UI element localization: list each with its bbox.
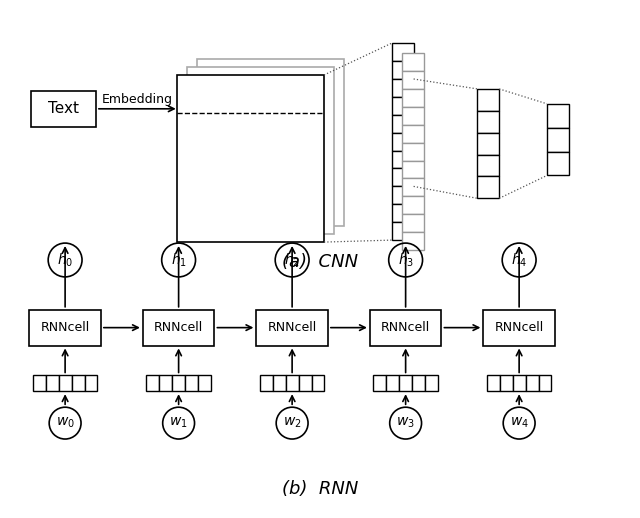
Bar [159, 376, 172, 391]
Bar [547, 152, 569, 176]
Bar [399, 376, 412, 391]
Bar [256, 310, 328, 346]
Bar [260, 376, 273, 391]
Text: RNNcell: RNNcell [268, 321, 317, 334]
Bar [477, 154, 499, 177]
Bar [402, 53, 424, 71]
Text: $w_3$: $w_3$ [396, 416, 415, 430]
Bar [487, 376, 500, 391]
Bar [392, 115, 413, 133]
Text: Embedding: Embedding [102, 93, 173, 106]
Bar [392, 97, 413, 115]
Bar [538, 376, 552, 391]
Bar [187, 67, 334, 234]
Text: $w_4$: $w_4$ [509, 416, 529, 430]
Bar [299, 376, 312, 391]
Bar [392, 222, 413, 240]
Bar [402, 161, 424, 178]
Bar [402, 107, 424, 125]
Bar [402, 196, 424, 214]
Bar [477, 133, 499, 154]
Bar [392, 168, 413, 186]
Text: Text: Text [48, 102, 79, 117]
Bar [72, 376, 84, 391]
Bar [425, 376, 438, 391]
Bar [402, 232, 424, 250]
Text: $w_2$: $w_2$ [283, 416, 301, 430]
Bar [31, 91, 96, 127]
Bar [143, 310, 214, 346]
Text: $w_0$: $w_0$ [56, 416, 74, 430]
Bar [402, 214, 424, 232]
Bar [392, 43, 413, 61]
Bar [392, 186, 413, 204]
Bar [185, 376, 198, 391]
Text: $h_0$: $h_0$ [57, 251, 73, 269]
Bar [285, 376, 299, 391]
Bar [402, 178, 424, 196]
Bar [370, 310, 442, 346]
Bar [477, 89, 499, 111]
Text: $h_2$: $h_2$ [284, 251, 300, 269]
Bar [386, 376, 399, 391]
Bar [59, 376, 72, 391]
Bar [198, 376, 211, 391]
Bar [147, 376, 159, 391]
Bar [402, 142, 424, 161]
Bar [196, 59, 344, 226]
Bar [402, 125, 424, 142]
Bar [525, 376, 538, 391]
Text: RNNcell: RNNcell [381, 321, 430, 334]
Bar [172, 376, 185, 391]
Bar [513, 376, 525, 391]
Text: $h_3$: $h_3$ [397, 251, 413, 269]
Bar [477, 111, 499, 133]
Bar [177, 75, 324, 242]
Bar [33, 376, 45, 391]
Bar [392, 133, 413, 151]
Bar [29, 310, 101, 346]
Bar [392, 79, 413, 97]
Bar [402, 89, 424, 107]
Text: $h_4$: $h_4$ [511, 251, 527, 269]
Text: RNNcell: RNNcell [154, 321, 204, 334]
Bar [312, 376, 324, 391]
Bar [392, 204, 413, 222]
Text: RNNcell: RNNcell [40, 321, 90, 334]
Text: (a)  CNN: (a) CNN [282, 253, 358, 271]
Bar [392, 151, 413, 168]
Bar [500, 376, 513, 391]
Text: $h_1$: $h_1$ [171, 251, 187, 269]
Bar [547, 104, 569, 128]
Bar [547, 128, 569, 152]
Bar [84, 376, 97, 391]
Text: (b)  RNN: (b) RNN [282, 480, 358, 498]
Bar [45, 376, 59, 391]
Text: RNNcell: RNNcell [495, 321, 544, 334]
Bar [483, 310, 555, 346]
Bar [392, 61, 413, 79]
Bar [412, 376, 425, 391]
Bar [477, 177, 499, 198]
Bar [373, 376, 386, 391]
Text: $w_1$: $w_1$ [170, 416, 188, 430]
Bar [273, 376, 285, 391]
Bar [402, 71, 424, 89]
